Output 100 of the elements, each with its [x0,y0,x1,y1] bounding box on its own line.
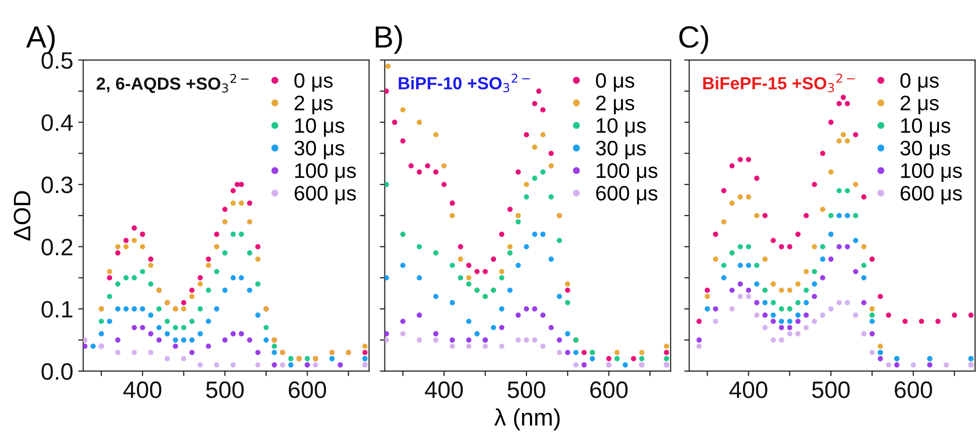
point [507,244,513,250]
point [836,300,842,306]
point [255,350,260,356]
point [804,300,809,306]
point [844,244,850,250]
point [795,232,801,237]
point [140,232,146,237]
point [902,318,908,324]
point [787,306,792,312]
point [804,288,809,293]
point [820,150,826,156]
point [944,362,949,368]
legend-label: 30 μs [900,140,950,160]
point [820,312,826,318]
point [516,219,521,224]
y-tick-label: 0.5 [42,52,73,69]
point [148,350,154,356]
point [754,212,760,218]
point [721,188,726,194]
point [812,182,818,188]
point [844,100,850,106]
x-tick-label: 600 [288,381,326,398]
point [384,88,389,94]
point [424,163,430,168]
point [696,318,702,324]
y-tick-label: 0.3 [42,176,72,194]
point [878,356,883,362]
x-tick-label: 400 [123,381,162,398]
point [556,337,562,343]
point [524,244,530,250]
point [721,219,726,224]
point [787,288,792,293]
point [524,182,530,188]
point [230,275,236,280]
point [255,244,260,250]
point [614,350,620,356]
point [466,281,472,287]
point [222,337,228,343]
point [754,176,760,181]
x-tick-label: 400 [729,381,768,398]
point [828,232,834,237]
point [288,362,294,368]
point [556,238,562,244]
point [770,238,776,244]
point [861,194,866,200]
point [214,232,220,237]
point [507,206,513,212]
point [474,331,480,336]
point [738,281,743,287]
point [565,350,570,356]
point [499,232,504,237]
point [556,294,562,300]
point [490,324,496,330]
point [264,324,269,330]
point [778,288,784,293]
point [458,275,464,280]
point [787,324,792,330]
point [214,268,220,274]
point [450,300,455,306]
point [795,281,801,287]
annotation: BiFePF-15 +SO$_{3}$$^{2−}$ [703,74,855,92]
point [532,100,538,106]
point [148,331,154,336]
point [433,132,438,138]
point [247,337,252,343]
point [206,262,212,268]
point [499,275,504,280]
point [123,275,129,280]
point [385,64,391,69]
y-tick-label: 0.1 [42,300,72,318]
point [466,275,472,280]
point [853,268,858,274]
point [247,250,252,256]
point [132,324,137,330]
point [524,337,530,343]
point [499,306,504,312]
point [148,281,154,287]
point [255,281,260,287]
point [853,212,858,218]
point [894,362,900,368]
point [392,120,398,125]
legend-label: 100 μs [295,163,356,182]
point [148,262,154,268]
point [540,312,546,318]
point [516,337,521,343]
point [416,312,422,318]
point [878,294,883,300]
point [804,212,809,218]
point [384,182,389,188]
point [861,300,866,306]
point [746,244,752,250]
point [870,306,875,312]
point [704,294,710,300]
point [532,232,538,237]
point [247,219,252,224]
point [362,350,368,356]
legend-label: 100 μs [901,163,962,182]
point [115,337,120,343]
point [198,275,203,280]
point [812,281,818,287]
